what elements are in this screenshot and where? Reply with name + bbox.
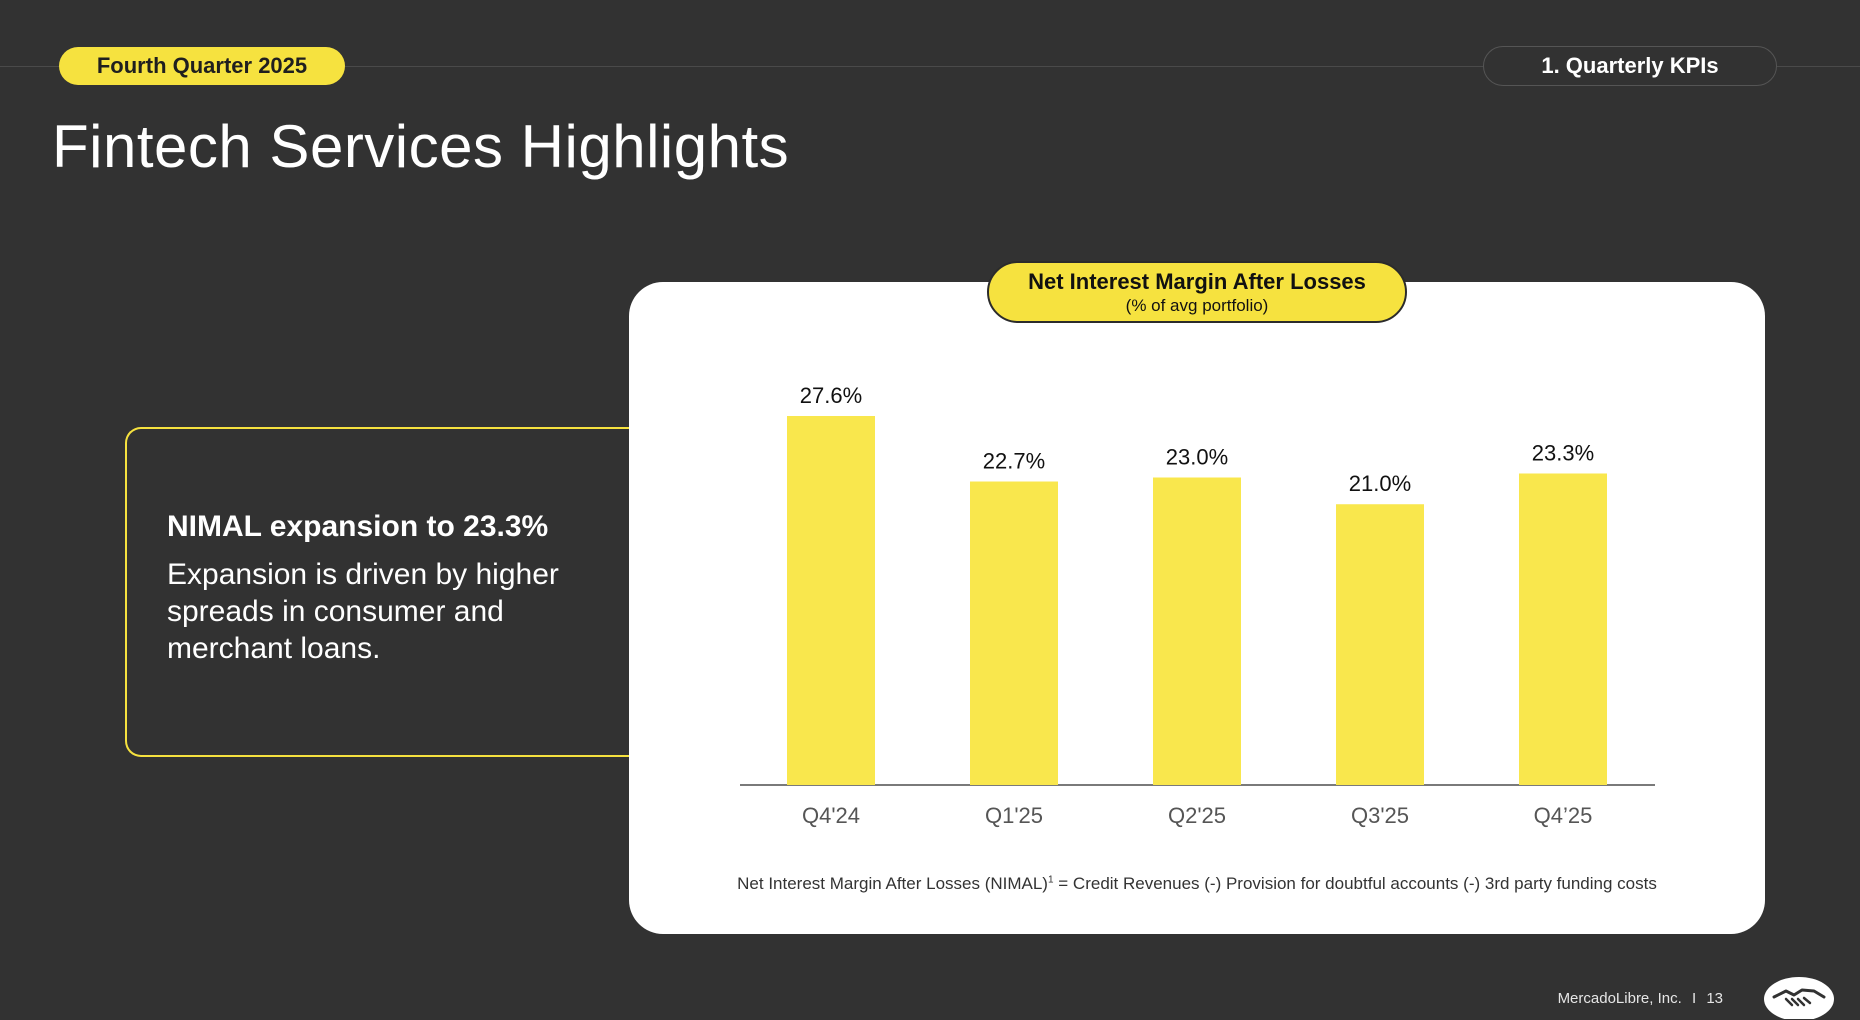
quarter-pill: Fourth Quarter 2025 (59, 47, 345, 85)
chart-subtitle: (% of avg portfolio) (1125, 296, 1269, 315)
handshake-logo-icon (1764, 977, 1834, 1019)
nimal-footnote: Net Interest Margin After Losses (NIMAL)… (629, 874, 1765, 894)
x-tick-label-1: Q1'25 (985, 803, 1043, 828)
bar-2 (1153, 477, 1241, 785)
data-label-0: 27.6% (800, 383, 862, 408)
page-title: Fintech Services Highlights (52, 113, 790, 180)
x-tick-label-3: Q3'25 (1351, 803, 1409, 828)
x-tick-label-4: Q4’25 (1534, 803, 1593, 828)
data-label-1: 22.7% (983, 449, 1045, 474)
page-number: 13 (1706, 990, 1723, 1007)
footnote-marker: 1 (1047, 874, 1054, 886)
data-label-3: 21.0% (1349, 471, 1411, 496)
footer-company: MercadoLibre, Inc. (1557, 990, 1682, 1007)
footnote-definition: = Credit Revenues (-) Provision for doub… (1053, 874, 1657, 893)
chart-title: Net Interest Margin After Losses (1028, 269, 1366, 294)
footnote-term: Net Interest Margin After Losses (NIMAL) (737, 874, 1048, 893)
bar-3 (1336, 504, 1424, 785)
data-label-4: 23.3% (1532, 440, 1594, 465)
bar-0 (787, 416, 875, 785)
callout-heading: NIMAL expansion to 23.3% (167, 510, 549, 543)
chart-title-pill: Net Interest Margin After Losses (% of a… (987, 261, 1407, 323)
section-pill[interactable]: 1. Quarterly KPIs (1483, 46, 1777, 86)
callout-body: Expansion is driven by higher spreads in… (167, 558, 559, 665)
bar-4 (1519, 473, 1607, 785)
bar-1 (970, 481, 1058, 785)
footer: MercadoLibre, Inc. I 13 (1558, 990, 1723, 1007)
header-rule (0, 66, 1860, 67)
footer-separator: I (1691, 990, 1697, 1007)
x-tick-label-2: Q2'25 (1168, 803, 1226, 828)
callout-box (125, 427, 645, 757)
x-tick-label-0: Q4'24 (802, 803, 860, 828)
data-label-2: 23.0% (1166, 445, 1228, 470)
